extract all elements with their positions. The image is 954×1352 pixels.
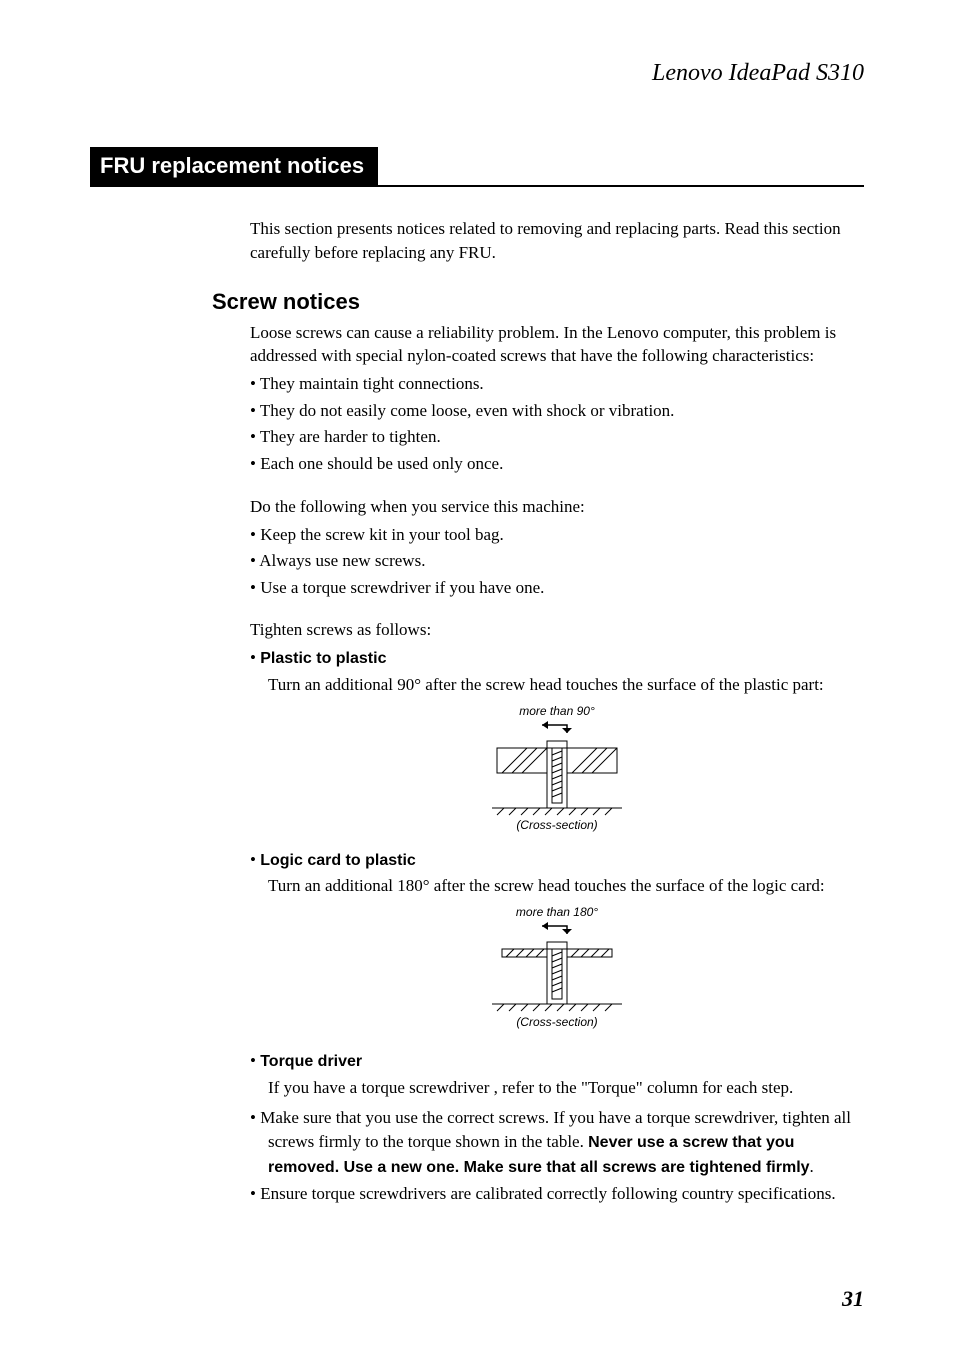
page-header-title: Lenovo IdeaPad S310 xyxy=(90,60,864,87)
service-list: Keep the screw kit in your tool bag. Alw… xyxy=(250,523,864,601)
cross-section-90-icon: more than 90° xyxy=(472,703,642,833)
list-item: They do not easily come loose, even with… xyxy=(250,399,864,424)
list-item: They maintain tight connections. xyxy=(250,372,864,397)
screw-content: Loose screws can cause a reliability pro… xyxy=(250,321,864,1207)
list-item: Ensure torque screwdrivers are calibrate… xyxy=(250,1182,864,1207)
list-item: Each one should be used only once. xyxy=(250,452,864,477)
cross-section-180-icon: more than 180° xyxy=(472,904,642,1034)
list-item: Make sure that you use the correct screw… xyxy=(250,1106,864,1180)
torque-bullet: Torque driver xyxy=(250,1049,864,1074)
screw-para2: Do the following when you service this m… xyxy=(250,495,864,519)
logic-list: Logic card to plastic xyxy=(250,848,864,873)
logic-label: Logic card to plastic xyxy=(260,852,416,869)
section-bar: FRU replacement notices xyxy=(90,147,864,187)
list-item: Use a torque screwdriver if you have one… xyxy=(250,576,864,601)
tighten-intro: Tighten screws as follows: xyxy=(250,618,864,642)
screw-notices-heading: Screw notices xyxy=(212,289,864,315)
list-item: They are harder to tighten. xyxy=(250,425,864,450)
torque-text: If you have a torque screwdriver , refer… xyxy=(250,1076,864,1100)
page-number: 31 xyxy=(842,1286,864,1312)
logic-diagram: more than 180° xyxy=(250,904,864,1039)
final-b1-post: . xyxy=(810,1157,814,1176)
plastic-label: Plastic to plastic xyxy=(260,650,386,667)
torque-list: Torque driver xyxy=(250,1049,864,1074)
content-block: This section presents notices related to… xyxy=(250,217,864,265)
section-title: FRU replacement notices xyxy=(90,147,378,185)
diagram-caption-bottom: (Cross-section) xyxy=(516,818,597,832)
diagram-caption-top: more than 180° xyxy=(516,905,598,919)
logic-text: Turn an additional 180° after the screw … xyxy=(250,874,864,898)
torque-label: Torque driver xyxy=(260,1053,362,1070)
diagram-caption-top: more than 90° xyxy=(519,704,595,718)
list-item: Always use new screws. xyxy=(250,549,864,574)
intro-paragraph: This section presents notices related to… xyxy=(250,217,864,265)
plastic-diagram: more than 90° xyxy=(250,703,864,838)
screw-para1: Loose screws can cause a reliability pro… xyxy=(250,321,864,369)
page: Lenovo IdeaPad S310 FRU replacement noti… xyxy=(0,0,954,1352)
diagram-caption-bottom: (Cross-section) xyxy=(516,1015,597,1029)
plastic-text: Turn an additional 90° after the screw h… xyxy=(250,673,864,697)
tighten-list: Plastic to plastic xyxy=(250,646,864,671)
logic-bullet: Logic card to plastic xyxy=(250,848,864,873)
plastic-bullet: Plastic to plastic xyxy=(250,646,864,671)
characteristics-list: They maintain tight connections. They do… xyxy=(250,372,864,477)
final-list: Make sure that you use the correct screw… xyxy=(250,1106,864,1207)
list-item: Keep the screw kit in your tool bag. xyxy=(250,523,864,548)
